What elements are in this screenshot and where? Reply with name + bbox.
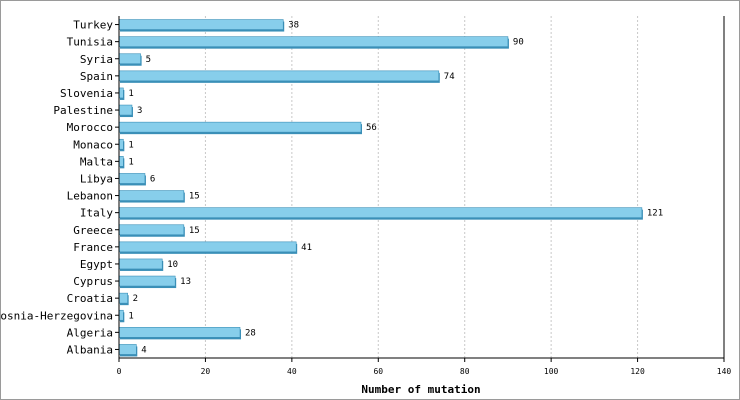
category-label: Egypt bbox=[80, 258, 113, 271]
x-tick-label: 0 bbox=[117, 367, 122, 376]
value-label: 1 bbox=[128, 311, 133, 321]
value-label: 121 bbox=[647, 209, 663, 219]
bar bbox=[118, 309, 124, 321]
category-label: Croatia bbox=[67, 292, 113, 305]
category-label: Morocco bbox=[67, 121, 113, 134]
bar bbox=[118, 70, 440, 82]
category-label: Albania bbox=[67, 343, 113, 356]
value-label: 56 bbox=[366, 123, 377, 133]
value-label: 41 bbox=[301, 243, 312, 253]
bars bbox=[118, 19, 643, 357]
bar bbox=[118, 258, 163, 270]
x-tick-label: 80 bbox=[460, 367, 470, 376]
value-label: 90 bbox=[513, 38, 524, 48]
x-tick-label: 120 bbox=[630, 367, 645, 376]
x-tick-label: 140 bbox=[717, 367, 732, 376]
category-label: Greece bbox=[73, 224, 113, 237]
grid-lines bbox=[204, 16, 725, 358]
category-label: Monaco bbox=[73, 138, 113, 151]
value-label: 6 bbox=[150, 174, 155, 184]
x-tick-label: 40 bbox=[287, 367, 297, 376]
bar bbox=[118, 327, 241, 338]
bar bbox=[118, 207, 643, 218]
category-label: Italy bbox=[80, 207, 113, 220]
bar bbox=[118, 292, 128, 304]
category-label: Algeria bbox=[67, 326, 113, 339]
axes bbox=[115, 16, 725, 359]
category-label: France bbox=[73, 241, 113, 254]
bar bbox=[118, 19, 284, 30]
x-tick-label: 60 bbox=[373, 367, 383, 376]
category-label: Libya bbox=[80, 172, 113, 185]
category-label: Tunisia bbox=[67, 36, 113, 49]
bar bbox=[118, 156, 124, 167]
bar bbox=[118, 344, 137, 355]
bar bbox=[118, 241, 297, 253]
value-label: 4 bbox=[141, 345, 146, 355]
value-label: 38 bbox=[288, 21, 299, 31]
bar bbox=[118, 173, 146, 184]
category-label: Malta bbox=[80, 155, 113, 168]
category-label: Slovenia bbox=[60, 87, 113, 100]
bar bbox=[118, 224, 185, 236]
value-label: 1 bbox=[128, 89, 133, 99]
value-label: 10 bbox=[167, 260, 178, 270]
bar bbox=[118, 138, 124, 150]
value-label: 28 bbox=[245, 328, 256, 338]
category-labels: Turkey Tunisia Syria Spain Slovenia Palestine… bbox=[1, 19, 113, 357]
x-axis-ticks: 0 20 40 60 80 100 120 140 bbox=[117, 358, 732, 376]
bar bbox=[118, 190, 185, 201]
category-label: Bosnia-Herzegovina bbox=[1, 309, 113, 322]
x-tick-label: 100 bbox=[544, 367, 559, 376]
value-label: 13 bbox=[180, 277, 191, 287]
bar bbox=[118, 104, 133, 116]
x-tick-label: 20 bbox=[201, 367, 211, 376]
value-label: 74 bbox=[444, 72, 455, 82]
category-label: Turkey bbox=[73, 19, 113, 32]
category-label: Syria bbox=[80, 53, 113, 66]
value-label: 2 bbox=[133, 294, 138, 304]
value-label: 1 bbox=[128, 157, 133, 167]
bar bbox=[118, 36, 509, 47]
value-label: 15 bbox=[189, 192, 200, 202]
category-label: Lebanon bbox=[67, 190, 113, 203]
category-label: Spain bbox=[80, 70, 113, 83]
value-label: 5 bbox=[146, 55, 151, 65]
value-label: 1 bbox=[128, 140, 133, 150]
category-label: Cyprus bbox=[73, 275, 113, 288]
bar bbox=[118, 121, 362, 133]
bar bbox=[118, 53, 141, 65]
x-axis-title: Number of mutation bbox=[361, 383, 480, 396]
bar bbox=[118, 275, 176, 287]
bar bbox=[118, 87, 124, 99]
category-label: Palestine bbox=[53, 104, 113, 117]
value-label: 3 bbox=[137, 106, 142, 116]
value-label: 15 bbox=[189, 226, 200, 236]
